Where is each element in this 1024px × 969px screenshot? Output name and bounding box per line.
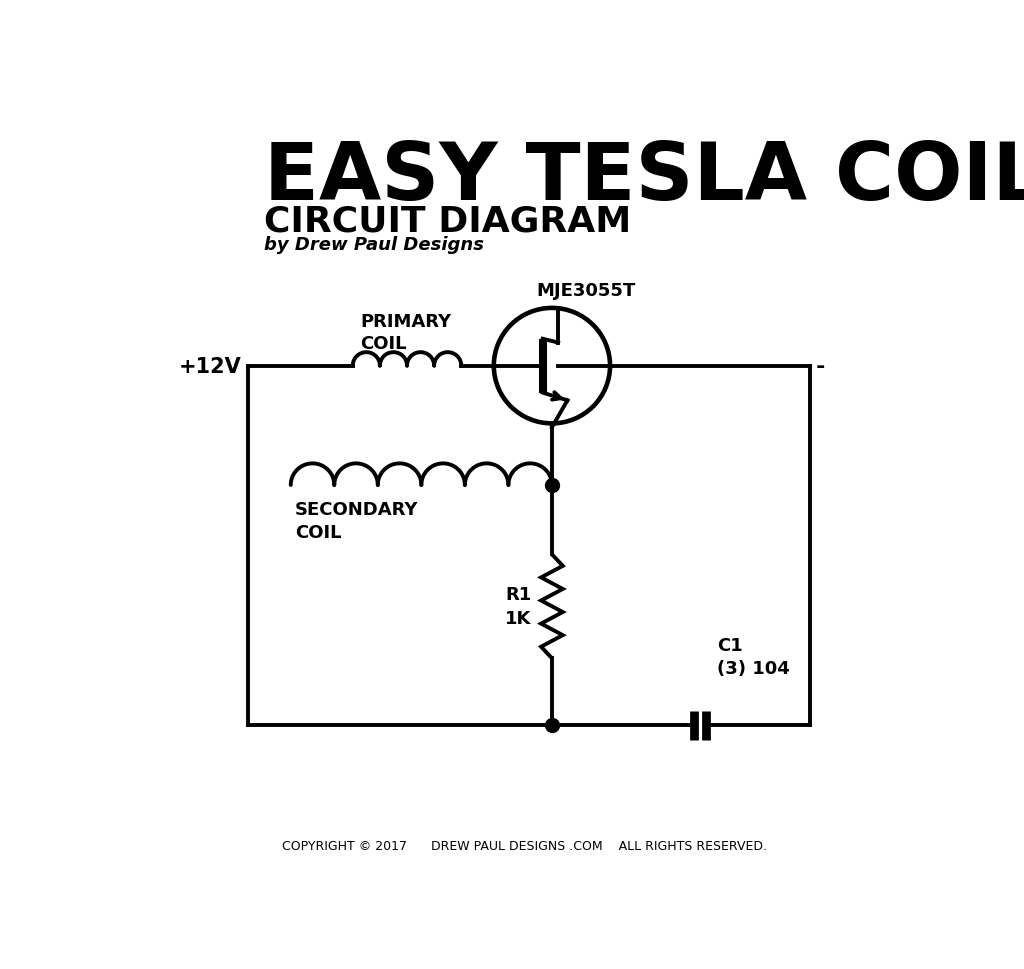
Text: CIRCUIT DIAGRAM: CIRCUIT DIAGRAM [263,204,631,238]
Text: C1
(3) 104: C1 (3) 104 [717,637,790,677]
Text: COPYRIGHT © 2017      DREW PAUL DESIGNS .COM    ALL RIGHTS RESERVED.: COPYRIGHT © 2017 DREW PAUL DESIGNS .COM … [283,839,767,852]
Text: R1
1K: R1 1K [506,586,531,628]
Text: -: - [816,357,825,376]
Text: PRIMARY
COIL: PRIMARY COIL [360,312,452,353]
Text: SECONDARY
COIL: SECONDARY COIL [295,501,418,541]
Text: EASY TESLA COIL: EASY TESLA COIL [263,140,1024,217]
Text: by Drew Paul Designs: by Drew Paul Designs [263,235,483,254]
Text: MJE3055T: MJE3055T [537,281,636,299]
Text: +12V: +12V [179,357,242,376]
